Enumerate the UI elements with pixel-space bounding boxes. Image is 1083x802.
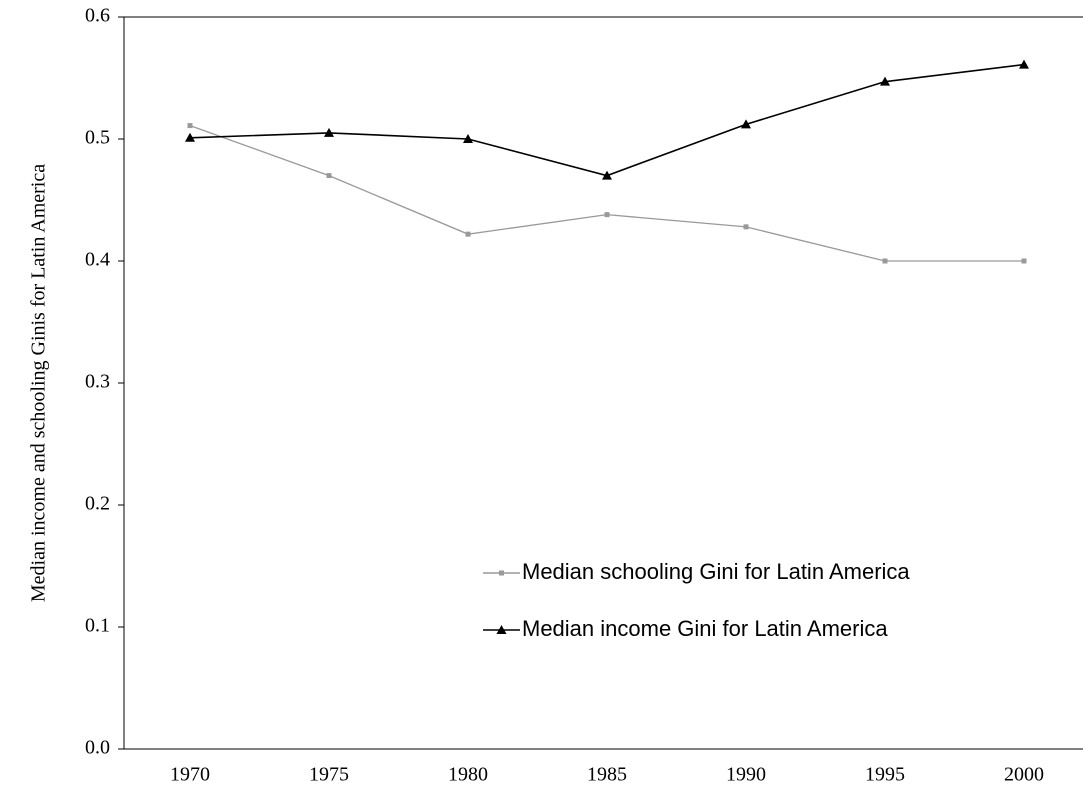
x-tick-label: 1975	[309, 764, 349, 786]
legend-marker	[496, 625, 507, 634]
legend-label: Median income Gini for Latin America	[522, 616, 888, 641]
series-line	[189, 63, 1025, 177]
y-tick-label: 0.3	[85, 371, 110, 393]
y-axis-label: Median income and schooling Ginis for La…	[28, 164, 50, 602]
marker	[463, 134, 473, 143]
x-tick-label: 1980	[448, 764, 488, 786]
marker	[326, 173, 332, 179]
marker	[1021, 258, 1027, 264]
marker	[602, 170, 612, 180]
y-tick-label: 0.1	[85, 615, 110, 637]
marker	[882, 258, 888, 264]
series-line	[189, 124, 1024, 262]
legend-marker	[499, 570, 504, 576]
marker	[324, 127, 334, 137]
x-tick-label: 1985	[587, 764, 627, 786]
x-tick-label: 1990	[726, 764, 766, 786]
marker	[465, 231, 471, 237]
y-tick-label: 0.5	[85, 127, 110, 149]
marker	[1019, 59, 1029, 69]
x-tick-label: 2000	[1004, 764, 1044, 786]
legend-label: Median schooling Gini for Latin America	[522, 559, 910, 584]
y-tick-label: 0.4	[85, 249, 110, 271]
y-tick-label: 0.0	[85, 737, 110, 759]
marker	[743, 224, 749, 230]
y-tick-label: 0.2	[85, 493, 110, 515]
marker	[187, 123, 193, 129]
marker	[185, 132, 195, 142]
x-tick-label: 1970	[170, 764, 210, 786]
marker	[880, 76, 890, 86]
marker	[604, 212, 610, 218]
y-tick-label: 0.6	[85, 5, 110, 27]
x-tick-label: 1995	[865, 764, 905, 786]
marker	[741, 119, 751, 129]
